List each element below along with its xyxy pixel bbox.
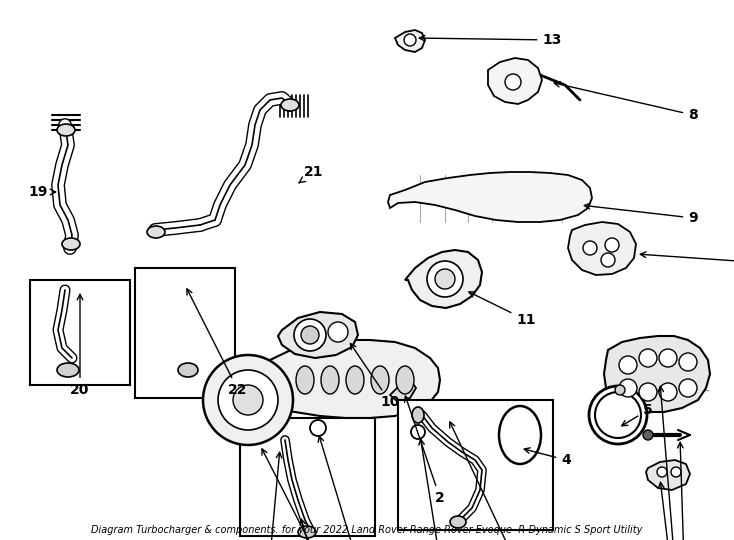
Text: 6: 6: [658, 482, 687, 540]
Circle shape: [583, 241, 597, 255]
Polygon shape: [405, 250, 482, 308]
Ellipse shape: [298, 526, 316, 538]
Text: 16: 16: [239, 453, 282, 540]
Text: 11: 11: [469, 292, 536, 327]
Ellipse shape: [371, 366, 389, 394]
Bar: [30, 280, 130, 385]
Text: 5: 5: [622, 403, 653, 426]
Circle shape: [218, 370, 278, 430]
Text: 12: 12: [640, 252, 734, 269]
Text: 8: 8: [554, 82, 698, 122]
Circle shape: [639, 349, 657, 367]
Ellipse shape: [396, 366, 414, 394]
Text: 10: 10: [350, 343, 400, 409]
Circle shape: [659, 349, 677, 367]
Polygon shape: [395, 30, 425, 52]
Polygon shape: [646, 460, 690, 490]
Ellipse shape: [281, 99, 299, 111]
Circle shape: [294, 319, 326, 351]
Bar: [240, 418, 375, 536]
Text: 14: 14: [450, 422, 582, 540]
Circle shape: [657, 467, 667, 477]
Ellipse shape: [412, 407, 424, 423]
Polygon shape: [388, 172, 592, 222]
Circle shape: [411, 425, 425, 439]
Polygon shape: [390, 382, 416, 402]
Circle shape: [203, 355, 293, 445]
Circle shape: [671, 467, 681, 477]
Circle shape: [619, 379, 637, 397]
Circle shape: [310, 420, 326, 436]
Text: 21: 21: [299, 165, 324, 183]
Ellipse shape: [499, 406, 541, 464]
Circle shape: [233, 385, 263, 415]
Polygon shape: [604, 336, 710, 412]
Ellipse shape: [178, 363, 198, 377]
Ellipse shape: [450, 516, 466, 528]
Circle shape: [328, 322, 348, 342]
Bar: [398, 400, 553, 530]
Ellipse shape: [346, 366, 364, 394]
Text: 4: 4: [524, 448, 571, 467]
Polygon shape: [232, 410, 285, 435]
Circle shape: [505, 74, 521, 90]
Circle shape: [301, 326, 319, 344]
Text: 3: 3: [658, 386, 697, 540]
Circle shape: [619, 356, 637, 374]
Circle shape: [679, 353, 697, 371]
Polygon shape: [278, 312, 358, 358]
Ellipse shape: [321, 366, 339, 394]
Circle shape: [615, 385, 625, 395]
Text: 9: 9: [584, 204, 698, 225]
Bar: [135, 268, 235, 398]
Text: 18: 18: [300, 519, 404, 540]
Text: 15: 15: [419, 439, 482, 540]
Polygon shape: [488, 58, 542, 104]
Text: Diagram Turbocharger & components. for your 2022 Land Rover Range Rover Evoque  : Diagram Turbocharger & components. for y…: [91, 525, 643, 535]
Circle shape: [643, 430, 653, 440]
Circle shape: [679, 379, 697, 397]
Text: 19: 19: [29, 185, 56, 199]
Ellipse shape: [595, 392, 641, 438]
Text: 7: 7: [677, 442, 691, 540]
Polygon shape: [250, 340, 440, 418]
Circle shape: [427, 261, 463, 297]
Ellipse shape: [57, 363, 79, 377]
Circle shape: [601, 253, 615, 267]
Text: 1: 1: [262, 449, 343, 540]
Ellipse shape: [62, 238, 80, 250]
Text: 20: 20: [70, 294, 90, 397]
Ellipse shape: [296, 366, 314, 394]
Circle shape: [435, 269, 455, 289]
Text: 13: 13: [419, 33, 562, 47]
Ellipse shape: [147, 226, 165, 238]
Text: 2: 2: [404, 396, 445, 505]
Circle shape: [639, 383, 657, 401]
Circle shape: [659, 383, 677, 401]
Circle shape: [404, 34, 416, 46]
Ellipse shape: [57, 124, 75, 136]
Circle shape: [605, 238, 619, 252]
Polygon shape: [568, 222, 636, 275]
Text: 17: 17: [319, 436, 418, 540]
Ellipse shape: [589, 386, 647, 444]
Text: 22: 22: [187, 289, 248, 397]
